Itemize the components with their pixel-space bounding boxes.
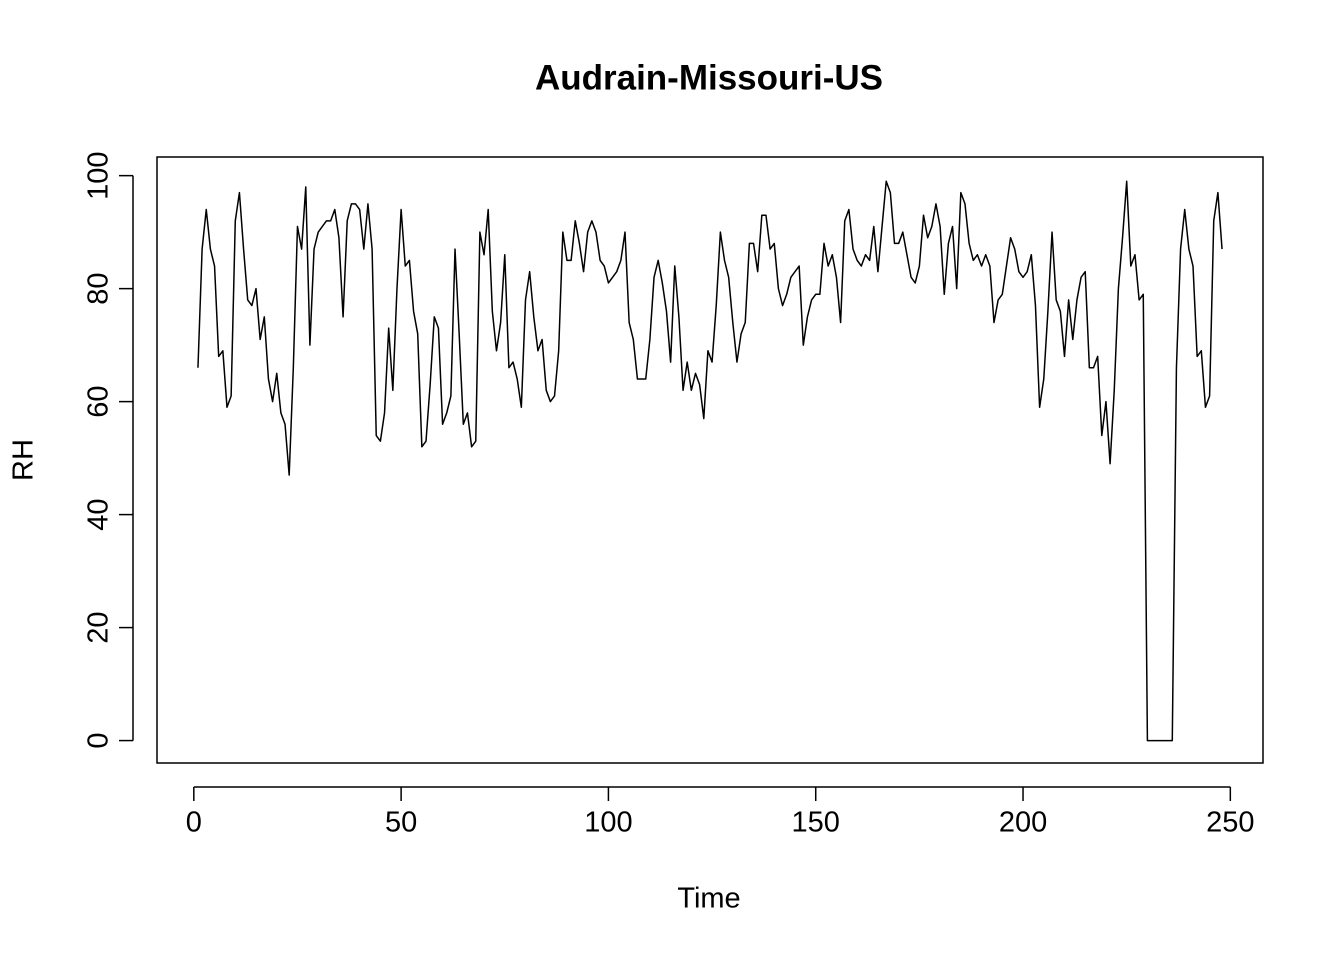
x-tick-label: 250 xyxy=(1206,807,1254,839)
x-tick-label: 100 xyxy=(584,807,632,839)
y-tick-label: 60 xyxy=(83,385,115,417)
plot-box xyxy=(156,156,1264,764)
x-tick-label: 150 xyxy=(792,807,840,839)
x-tick-label: 50 xyxy=(385,807,417,839)
x-axis-label: Time xyxy=(677,883,740,915)
y-tick-label: 80 xyxy=(83,272,115,304)
y-tick-label: 100 xyxy=(83,151,115,199)
x-tick-label: 200 xyxy=(999,807,1047,839)
x-tick-label: 0 xyxy=(186,807,202,839)
data-line xyxy=(197,180,1223,742)
y-tick-label: 0 xyxy=(83,733,115,749)
chart-title: Audrain-Missouri-US xyxy=(535,58,883,97)
y-tick-label: 20 xyxy=(83,611,115,643)
y-tick-label: 40 xyxy=(83,498,115,530)
y-axis-label: RH xyxy=(8,439,40,481)
